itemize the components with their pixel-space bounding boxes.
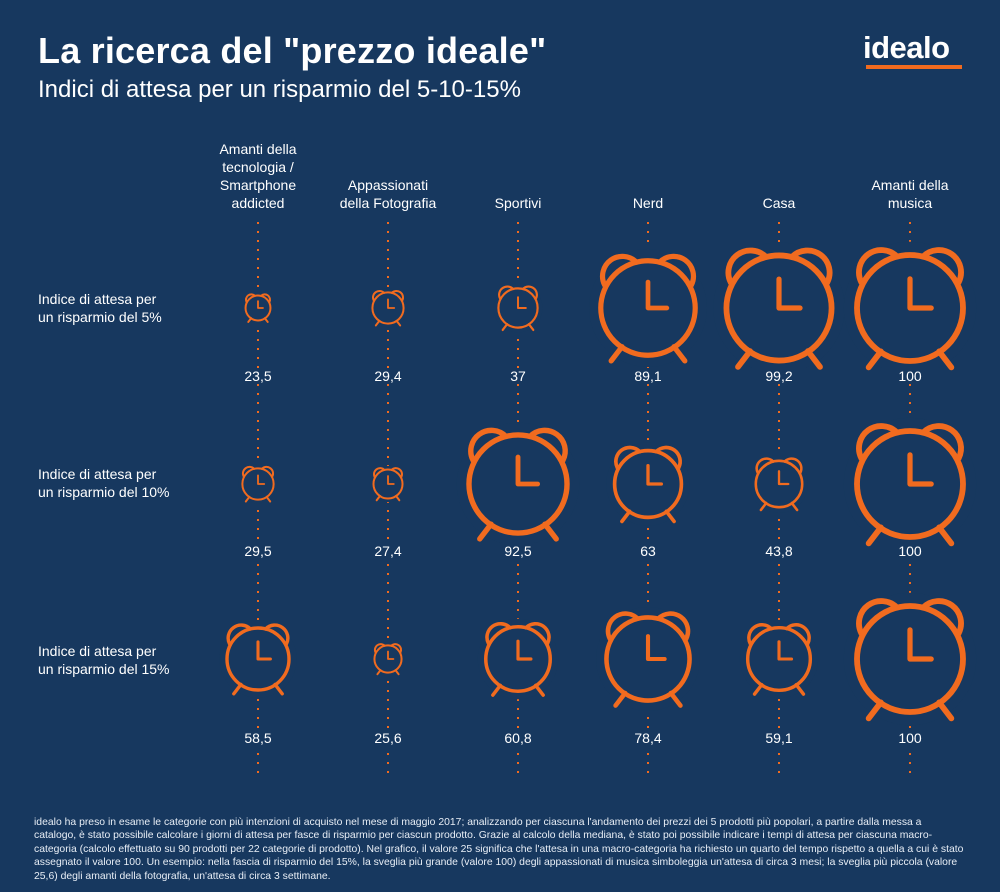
value-label: 99,2 (749, 368, 809, 384)
column-header-line: Amanti della (871, 177, 949, 193)
alarm-clock-icon (606, 442, 690, 526)
value-label: 89,1 (618, 368, 678, 384)
column-header-line: Smartphone (219, 177, 297, 193)
value-label: 63 (618, 543, 678, 559)
column-header-line: tecnologia / (222, 159, 294, 175)
logo-underline (866, 65, 962, 69)
column-header: Casa (709, 194, 849, 212)
value-label: 100 (880, 543, 940, 559)
alarm-clock-icon (739, 619, 819, 699)
column-header-line: Amanti della (219, 141, 297, 157)
alarm-clock-icon (368, 288, 408, 328)
alarm-clock-icon (242, 292, 274, 324)
row-label-line: un risparmio del 15% (38, 661, 170, 677)
column-header-line: Appassionati (347, 177, 429, 193)
alarm-clock-icon (371, 642, 405, 676)
value-label: 37 (488, 368, 548, 384)
column-header-line: addicted (231, 195, 285, 211)
alarm-clock-icon (493, 283, 543, 333)
column-header-line: Casa (762, 195, 796, 211)
row-label-line: Indice di attesa per (38, 643, 157, 659)
alarm-clock-icon (588, 248, 708, 368)
value-label: 60,8 (488, 730, 548, 746)
alarm-clock-icon (456, 422, 580, 546)
alarm-clock-icon (219, 620, 297, 698)
alarm-clock-icon (843, 241, 977, 375)
alarm-clock-icon (477, 618, 559, 700)
value-label: 29,5 (228, 543, 288, 559)
page-subtitle: Indici di attesa per un risparmio del 5-… (38, 76, 521, 103)
column-header-line: Sportivi (494, 195, 542, 211)
footnote: idealo ha preso in esame le categorie co… (34, 817, 964, 882)
value-label: 25,6 (358, 730, 418, 746)
alarm-clock-icon (749, 454, 809, 514)
column-header-line: della Fotografia (339, 195, 437, 211)
alarm-clock-icon (713, 242, 845, 374)
alarm-clock-icon (369, 465, 407, 503)
column-header: Sportivi (448, 194, 588, 212)
row-label-line: un risparmio del 5% (38, 309, 162, 325)
value-label: 27,4 (358, 543, 418, 559)
value-label: 78,4 (618, 730, 678, 746)
column-header-line: Nerd (632, 195, 664, 211)
row-label: Indice di attesa per un risparmio del 5% (38, 290, 208, 326)
column-header: Appassionati della Fotografia (318, 176, 458, 212)
page-title: La ricerca del "prezzo ideale" (38, 30, 547, 71)
alarm-clock-icon (238, 464, 278, 504)
value-label: 100 (880, 368, 940, 384)
alarm-clock-icon (843, 417, 977, 551)
row-label: Indice di attesa per un risparmio del 10% (38, 465, 208, 501)
value-label: 23,5 (228, 368, 288, 384)
value-label: 43,8 (749, 543, 809, 559)
row-label-line: un risparmio del 10% (38, 484, 170, 500)
row-label: Indice di attesa per un risparmio del 15% (38, 642, 208, 678)
column-header: Amanti della tecnologia / Smartphone addict… (188, 140, 328, 212)
column-header: Nerd (578, 194, 718, 212)
column-header: Amanti della musica (840, 176, 980, 212)
value-label: 92,5 (488, 543, 548, 559)
value-label: 58,5 (228, 730, 288, 746)
row-label-line: Indice di attesa per (38, 466, 157, 482)
value-label: 59,1 (749, 730, 809, 746)
alarm-clock-icon (596, 607, 700, 711)
row-label-line: Indice di attesa per (38, 291, 157, 307)
idealo-logo: idealo (863, 30, 950, 65)
value-label: 100 (880, 730, 940, 746)
alarm-clock-icon (843, 592, 977, 726)
column-header-line: musica (887, 195, 933, 211)
value-label: 29,4 (358, 368, 418, 384)
